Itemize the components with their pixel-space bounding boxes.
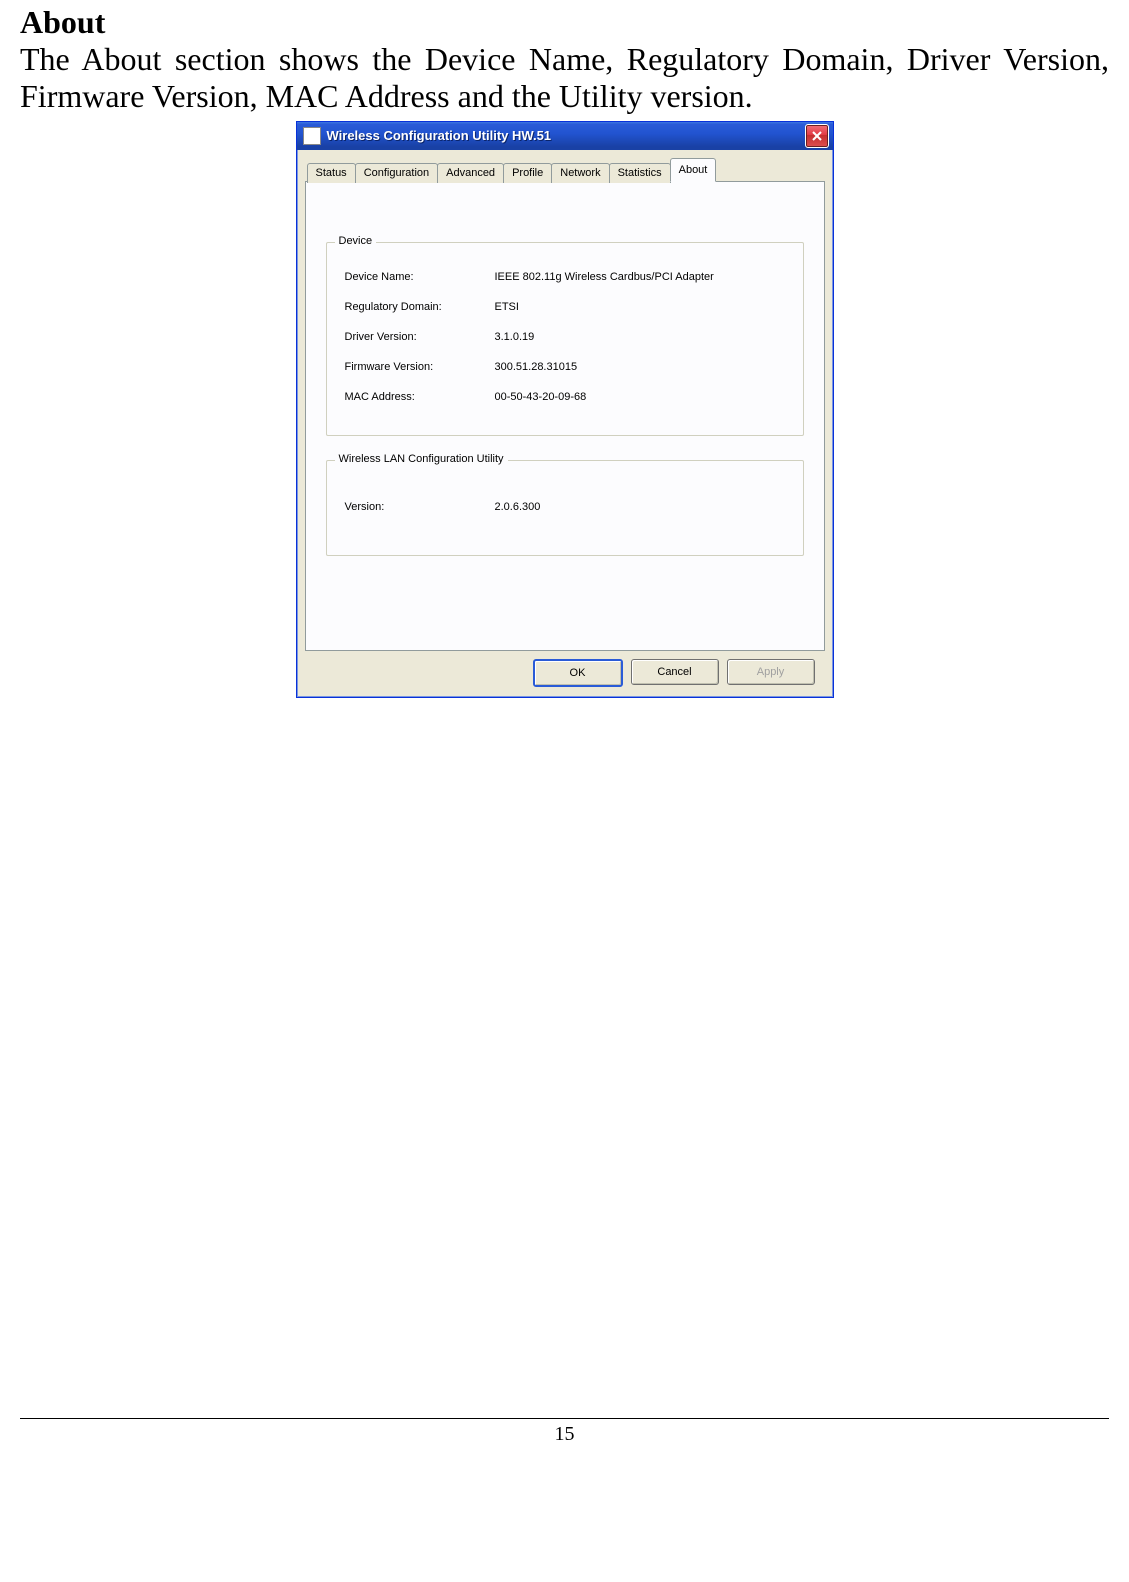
value-driver-version: 3.1.0.19 xyxy=(495,331,789,343)
dialog-button-row: OK Cancel Apply xyxy=(305,651,825,687)
row-regulatory-domain: Regulatory Domain: ETSI xyxy=(345,301,789,313)
close-icon xyxy=(811,130,823,142)
utility-legend: Wireless LAN Configuration Utility xyxy=(335,453,508,465)
tab-profile[interactable]: Profile xyxy=(503,163,552,183)
device-legend: Device xyxy=(335,235,377,247)
value-mac-address: 00-50-43-20-09-68 xyxy=(495,391,789,403)
row-mac-address: MAC Address: 00-50-43-20-09-68 xyxy=(345,391,789,403)
tab-configuration[interactable]: Configuration xyxy=(355,163,438,183)
value-utility-version: 2.0.6.300 xyxy=(495,501,789,513)
label-mac-address: MAC Address: xyxy=(345,391,495,403)
tab-advanced[interactable]: Advanced xyxy=(437,163,504,183)
xp-window: Wireless Configuration Utility HW.51 Sta… xyxy=(296,121,834,698)
row-firmware-version: Firmware Version: 300.51.28.31015 xyxy=(345,361,789,373)
close-button[interactable] xyxy=(805,124,829,148)
tab-panel-about: Device Device Name: IEEE 802.11g Wireles… xyxy=(305,181,825,651)
screenshot-container: Wireless Configuration Utility HW.51 Sta… xyxy=(20,121,1109,698)
value-device-name: IEEE 802.11g Wireless Cardbus/PCI Adapte… xyxy=(495,271,789,283)
row-driver-version: Driver Version: 3.1.0.19 xyxy=(345,331,789,343)
doc-body-text: The About section shows the Device Name,… xyxy=(20,41,1109,115)
cancel-button[interactable]: Cancel xyxy=(631,659,719,685)
label-utility-version: Version: xyxy=(345,501,495,513)
label-regulatory-domain: Regulatory Domain: xyxy=(345,301,495,313)
ok-button[interactable]: OK xyxy=(533,659,623,687)
label-driver-version: Driver Version: xyxy=(345,331,495,343)
label-device-name: Device Name: xyxy=(345,271,495,283)
app-icon xyxy=(303,127,321,145)
device-groupbox: Device Device Name: IEEE 802.11g Wireles… xyxy=(326,242,804,436)
window-title: Wireless Configuration Utility HW.51 xyxy=(327,128,805,143)
row-utility-version: Version: 2.0.6.300 xyxy=(345,501,789,513)
tab-network[interactable]: Network xyxy=(551,163,609,183)
tab-strip: Status Configuration Advanced Profile Ne… xyxy=(305,158,825,182)
tab-status[interactable]: Status xyxy=(307,163,356,183)
value-regulatory-domain: ETSI xyxy=(495,301,789,313)
client-area: Status Configuration Advanced Profile Ne… xyxy=(297,150,833,697)
tab-statistics[interactable]: Statistics xyxy=(609,163,671,183)
row-device-name: Device Name: IEEE 802.11g Wireless Cardb… xyxy=(345,271,789,283)
titlebar: Wireless Configuration Utility HW.51 xyxy=(297,122,833,150)
utility-groupbox: Wireless LAN Configuration Utility Versi… xyxy=(326,460,804,556)
label-firmware-version: Firmware Version: xyxy=(345,361,495,373)
value-firmware-version: 300.51.28.31015 xyxy=(495,361,789,373)
apply-button[interactable]: Apply xyxy=(727,659,815,685)
doc-heading: About xyxy=(20,4,1109,41)
page-number: 15 xyxy=(20,1418,1109,1446)
tab-about[interactable]: About xyxy=(670,158,717,182)
